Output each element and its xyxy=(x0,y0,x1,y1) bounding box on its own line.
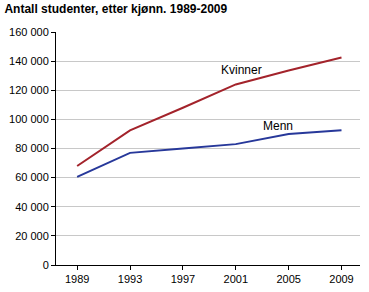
svg-text:40 000: 40 000 xyxy=(15,201,49,213)
svg-text:160 000: 160 000 xyxy=(9,26,49,38)
svg-text:Antall studenter, etter kjønn.: Antall studenter, etter kjønn. 1989-2009 xyxy=(4,2,227,16)
svg-text:0: 0 xyxy=(43,259,49,271)
svg-text:2005: 2005 xyxy=(276,273,300,285)
svg-text:80 000: 80 000 xyxy=(15,142,49,154)
svg-text:20 000: 20 000 xyxy=(15,230,49,242)
svg-text:60 000: 60 000 xyxy=(15,171,49,183)
svg-text:1989: 1989 xyxy=(65,273,89,285)
svg-text:1993: 1993 xyxy=(118,273,142,285)
svg-text:2009: 2009 xyxy=(329,273,353,285)
svg-text:140 000: 140 000 xyxy=(9,55,49,67)
svg-text:Kvinner: Kvinner xyxy=(221,63,262,77)
svg-text:1997: 1997 xyxy=(171,273,195,285)
svg-text:Menn: Menn xyxy=(263,119,293,133)
svg-text:2001: 2001 xyxy=(224,273,248,285)
svg-text:100 000: 100 000 xyxy=(9,113,49,125)
svg-text:120 000: 120 000 xyxy=(9,84,49,96)
